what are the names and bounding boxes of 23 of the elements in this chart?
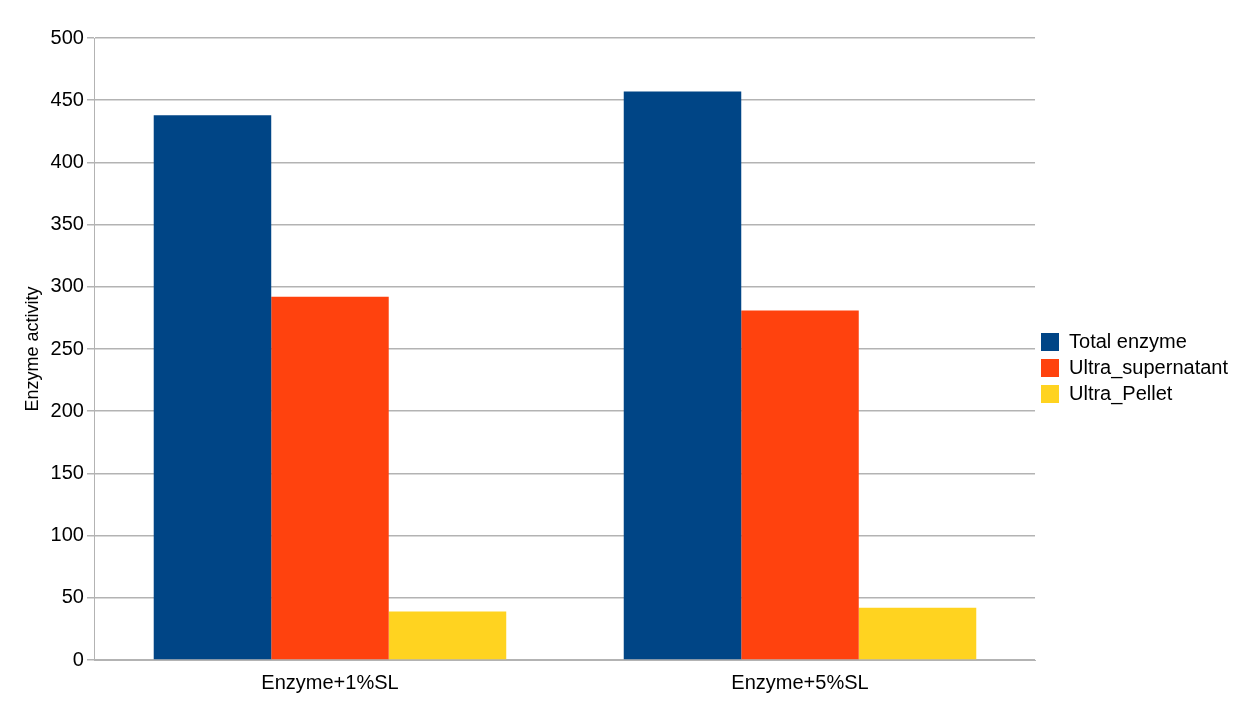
bar [271,296,389,660]
y-tick-label: 350 [50,212,84,235]
x-tick-label: Enzyme+1%SL [261,670,399,693]
x-tick-label: Enzyme+5%SL [731,670,869,693]
y-tick-label: 300 [50,274,84,297]
legend-label: Total enzyme [1069,329,1187,352]
y-tick-label: 450 [50,87,84,110]
y-tick-label: 150 [50,460,84,483]
legend-label: Ultra_Pellet [1069,381,1173,405]
bar [388,611,507,660]
y-tick-label: 0 [72,647,84,670]
y-tick-label: 400 [50,149,84,172]
y-tick-label: 50 [61,585,84,608]
bar [858,607,977,660]
y-tick-label: 200 [50,398,84,421]
bar [741,310,859,660]
y-tick-label: 100 [50,523,84,546]
y-axis-title: Enzyme activity [21,286,42,412]
bar [153,115,272,660]
y-tick-label: 250 [50,336,84,359]
y-tick-label: 500 [50,25,84,48]
bar [623,91,742,660]
legend-label: Ultra_supernatant [1069,355,1229,379]
